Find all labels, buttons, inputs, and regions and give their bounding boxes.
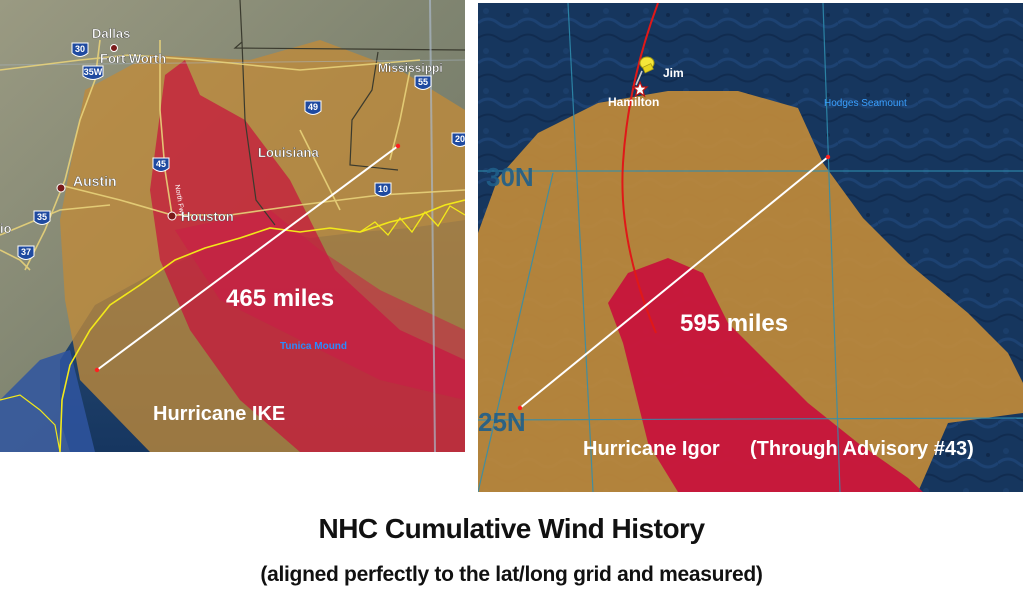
- shield-49: 49: [304, 100, 322, 115]
- ike-map: 30 35W 45 35 37 49 55 10 20 Dallas Fort …: [0, 0, 465, 452]
- shield-10: 10: [374, 182, 392, 197]
- tropical-storm-swath: [478, 91, 1023, 492]
- lat-label-30n: 30N: [486, 162, 534, 192]
- measure-endpoint: [825, 154, 831, 160]
- igor-measurement-label: 595 miles: [680, 310, 788, 337]
- figure-title: NHC Cumulative Wind History: [318, 513, 705, 544]
- star-icon: [631, 80, 649, 98]
- coastline-detail: [359, 205, 465, 237]
- storm-track: [621, 3, 659, 334]
- shield-45: 45: [152, 157, 170, 172]
- lat-label-25n: 25N: [478, 407, 526, 437]
- igor-storm-label: Hurricane Igor: [583, 438, 720, 460]
- coastline: [59, 199, 465, 452]
- highway-shields: 30 35W 45 35 37 49 55 10 20: [17, 42, 465, 260]
- pin-label-jim: Jim: [663, 66, 684, 80]
- svg-text:20: 20: [455, 134, 465, 144]
- city-dot-dallas: [110, 44, 118, 52]
- city-dot-houston: [167, 211, 177, 221]
- feature-label-tunica-mound: Tunica Mound: [280, 341, 347, 352]
- coastline-south: [0, 394, 61, 452]
- state-label-louisiana: Louisiana: [258, 145, 319, 160]
- state-border: [349, 51, 399, 171]
- place-label-hamilton: Hamilton: [608, 95, 659, 109]
- figure-subtitle: (aligned perfectly to the lat/long grid …: [260, 563, 763, 586]
- svg-text:45: 45: [156, 159, 166, 169]
- city-label-austin: Austin: [73, 173, 117, 189]
- hurricane-swath: [608, 258, 923, 492]
- lat-long-grid: [478, 3, 1023, 492]
- state-border: [233, 0, 465, 51]
- svg-text:10: 10: [378, 184, 388, 194]
- svg-text:35: 35: [37, 212, 47, 222]
- ike-measure-line: [96, 145, 399, 371]
- shield-37: 37: [17, 245, 35, 260]
- shield-35w: 35W: [82, 65, 104, 80]
- svg-text:49: 49: [308, 102, 318, 112]
- grid-line: [429, 0, 436, 452]
- city-label-houston: Houston: [181, 209, 234, 224]
- svg-text:37: 37: [21, 247, 31, 257]
- coastal-water: [0, 350, 95, 452]
- shield-35: 35: [33, 210, 51, 225]
- city-label-partial: io: [0, 221, 12, 236]
- shield-55: 55: [414, 75, 432, 90]
- svg-text:35W: 35W: [84, 67, 103, 77]
- city-dot-austin: [56, 183, 66, 193]
- state-border: [241, 41, 276, 226]
- city-label-fort-worth: Fort Worth: [100, 51, 166, 66]
- svg-text:55: 55: [418, 77, 428, 87]
- measure-endpoint: [94, 367, 100, 373]
- pushpin-icon[interactable]: [635, 56, 655, 86]
- city-label-dallas: Dallas: [92, 26, 130, 41]
- ike-measurement-label: 465 miles: [226, 285, 334, 312]
- measure-endpoint: [517, 405, 523, 411]
- state-label-mississippi: Mississippi: [378, 61, 443, 75]
- svg-text:30: 30: [75, 44, 85, 54]
- igor-map: 30N 25N Jim Hamilton Hodges Seamount 595…: [478, 3, 1023, 492]
- ike-map-panel: 30 35W 45 35 37 49 55 10 20 Dallas Fort …: [0, 0, 465, 452]
- shield-30: 30: [71, 42, 89, 57]
- igor-measure-line: [519, 156, 829, 409]
- measure-endpoint: [395, 143, 401, 149]
- ike-storm-label: Hurricane IKE: [153, 403, 285, 425]
- feature-label-hodges-seamount: Hodges Seamount: [824, 98, 907, 109]
- igor-map-panel: 30N 25N Jim Hamilton Hodges Seamount 595…: [478, 3, 1023, 492]
- shield-20: 20: [451, 132, 465, 147]
- igor-advisory-label: (Through Advisory #43): [750, 438, 974, 460]
